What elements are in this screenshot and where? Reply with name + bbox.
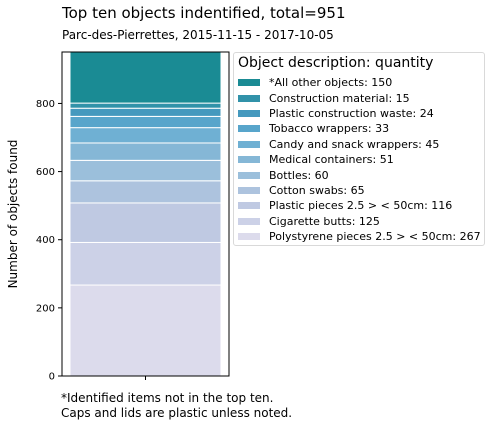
legend-swatch — [238, 140, 260, 148]
legend-swatch — [238, 109, 260, 117]
bar-segment-9 — [69, 107, 222, 117]
legend-swatch — [238, 125, 260, 133]
legend-item: Bottles: 60 — [238, 167, 481, 182]
footnote: *Identified items not in the top ten. Ca… — [61, 391, 292, 421]
bar-stack — [69, 51, 222, 377]
legend-swatch — [238, 233, 260, 241]
bar-segment-3 — [69, 202, 222, 243]
bar-segment-10 — [69, 102, 222, 109]
bar-segment-4 — [69, 180, 222, 204]
y-tick-label: 200 — [36, 303, 55, 314]
legend-item: Candy and snack wrappers: 45 — [238, 137, 481, 152]
legend-item: Tobacco wrappers: 33 — [238, 121, 481, 136]
footnote-line: *Identified items not in the top ten. — [61, 391, 274, 405]
legend-swatch — [238, 171, 260, 179]
legend-label: Plastic pieces 2.5 > < 50cm: 116 — [269, 199, 453, 213]
bar-segment-5 — [69, 159, 222, 182]
bar-segment-1 — [69, 284, 222, 377]
legend-item: Plastic construction waste: 24 — [238, 106, 481, 121]
bar-segment-2 — [69, 241, 222, 286]
chart-subtitle: Parc-des-Pierrettes, 2015-11-15 - 2017-1… — [62, 28, 334, 42]
legend-label: Medical containers: 51 — [269, 153, 394, 167]
legend-swatch — [238, 156, 260, 164]
legend-label: Construction material: 15 — [269, 91, 410, 105]
bar-segment-7 — [69, 127, 222, 144]
y-axis-label: Number of objects found — [6, 140, 20, 289]
legend-label: Polystyrene pieces 2.5 > < 50cm: 267 — [269, 230, 481, 244]
legend-swatch — [238, 79, 260, 87]
legend-swatch — [238, 217, 260, 225]
legend-label: Plastic construction waste: 24 — [269, 106, 434, 120]
legend-label: Candy and snack wrappers: 45 — [269, 137, 440, 151]
legend-item: Plastic pieces 2.5 > < 50cm: 116 — [238, 198, 481, 213]
bar-segment-11 — [69, 51, 222, 104]
legend-label: Bottles: 60 — [269, 168, 329, 182]
y-tick-label: 800 — [36, 99, 55, 110]
legend-item: Medical containers: 51 — [238, 152, 481, 167]
bar-segment-8 — [69, 115, 222, 129]
y-tick-label: 400 — [36, 235, 55, 246]
legend-label: Cotton swabs: 65 — [269, 183, 365, 197]
legend-item: Polystyrene pieces 2.5 > < 50cm: 267 — [238, 229, 481, 244]
legend-item: Cotton swabs: 65 — [238, 183, 481, 198]
legend-label: *All other objects: 150 — [269, 76, 393, 90]
legend-title: Object description: quantity — [238, 55, 434, 71]
y-tick-label: 0 — [49, 372, 55, 383]
legend-item: Construction material: 15 — [238, 90, 481, 105]
bar-segment-6 — [69, 142, 222, 161]
legend-swatch — [238, 186, 260, 194]
legend-label: Tobacco wrappers: 33 — [269, 122, 390, 136]
legend-swatch — [238, 94, 260, 102]
legend: *All other objects: 150 Construction mate… — [238, 75, 481, 244]
legend-swatch — [238, 202, 260, 210]
y-axis: 0 200 400 600 800 — [36, 99, 146, 383]
legend-item: Cigarette butts: 125 — [238, 214, 481, 229]
legend-label: Cigarette butts: 125 — [269, 214, 380, 228]
chart-title: Top ten objects indentified, total=951 — [62, 4, 346, 22]
legend-item: *All other objects: 150 — [238, 75, 481, 90]
footnote-line: Caps and lids are plastic unless noted. — [61, 406, 293, 420]
legend-frame — [233, 52, 485, 246]
y-tick-label: 600 — [36, 167, 55, 178]
